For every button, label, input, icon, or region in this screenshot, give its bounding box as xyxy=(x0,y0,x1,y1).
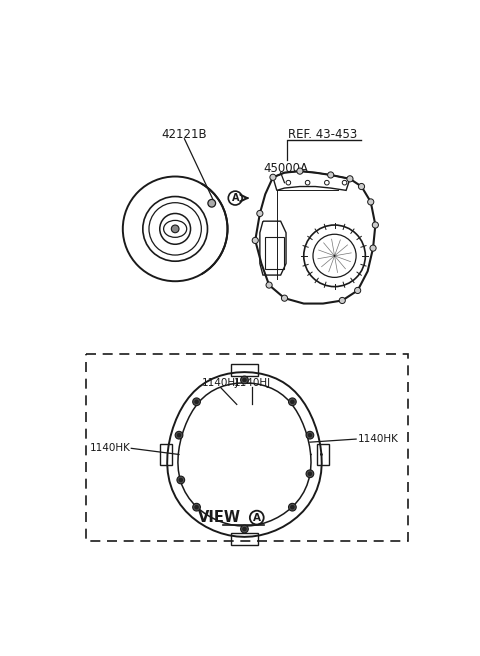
Circle shape xyxy=(240,525,248,533)
Text: VIEW: VIEW xyxy=(198,510,240,525)
Text: A: A xyxy=(231,193,239,203)
Circle shape xyxy=(306,470,314,478)
Text: REF. 43-453: REF. 43-453 xyxy=(288,128,358,140)
Text: 1140HK: 1140HK xyxy=(90,443,131,453)
Circle shape xyxy=(308,472,312,476)
Text: 1140HJ: 1140HJ xyxy=(202,378,239,388)
Circle shape xyxy=(270,174,276,180)
Circle shape xyxy=(175,432,183,439)
Circle shape xyxy=(290,505,295,510)
Circle shape xyxy=(359,184,365,190)
Circle shape xyxy=(286,180,291,185)
Circle shape xyxy=(177,476,185,484)
Circle shape xyxy=(368,199,374,205)
Bar xyxy=(86,354,408,541)
Circle shape xyxy=(266,282,272,288)
Text: 1140HJ: 1140HJ xyxy=(234,378,271,388)
Circle shape xyxy=(355,287,361,293)
Circle shape xyxy=(305,180,310,185)
Circle shape xyxy=(306,432,314,439)
Text: 42121B: 42121B xyxy=(162,128,207,140)
Circle shape xyxy=(240,376,248,384)
Circle shape xyxy=(171,225,179,233)
Circle shape xyxy=(281,295,288,301)
Bar xyxy=(265,237,284,269)
Circle shape xyxy=(177,433,181,438)
Text: 45000A: 45000A xyxy=(264,162,309,175)
Circle shape xyxy=(242,527,247,531)
Circle shape xyxy=(288,398,296,405)
Circle shape xyxy=(297,168,303,174)
Circle shape xyxy=(308,433,312,438)
Circle shape xyxy=(194,400,199,404)
Circle shape xyxy=(288,503,296,511)
Circle shape xyxy=(347,176,353,182)
Circle shape xyxy=(192,503,200,511)
Circle shape xyxy=(372,222,378,228)
Circle shape xyxy=(342,180,347,185)
Circle shape xyxy=(192,398,200,405)
Circle shape xyxy=(257,211,263,216)
Circle shape xyxy=(194,505,199,510)
Text: 1140HK: 1140HK xyxy=(358,434,398,444)
Circle shape xyxy=(324,180,329,185)
Circle shape xyxy=(290,400,295,404)
Circle shape xyxy=(370,245,376,251)
Circle shape xyxy=(208,199,216,207)
Circle shape xyxy=(242,378,247,382)
Circle shape xyxy=(328,172,334,178)
Circle shape xyxy=(179,478,183,482)
Text: A: A xyxy=(253,512,261,523)
Circle shape xyxy=(252,237,258,243)
Circle shape xyxy=(339,297,345,304)
